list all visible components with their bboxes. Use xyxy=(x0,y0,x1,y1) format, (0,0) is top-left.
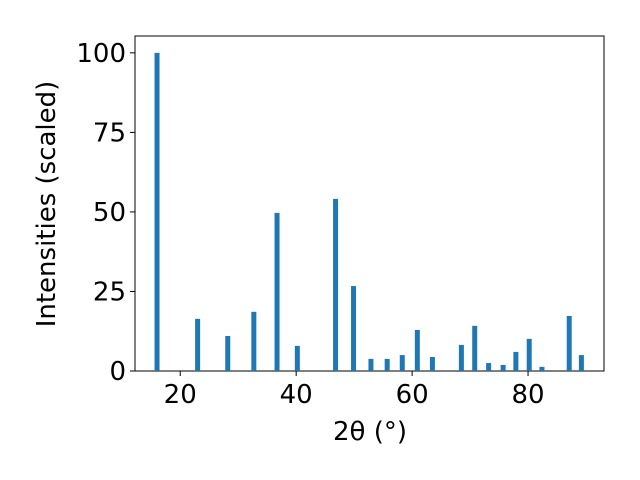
y-tick-label: 50 xyxy=(93,198,126,228)
bar xyxy=(384,358,390,371)
y-tick-label: 25 xyxy=(93,277,126,307)
bar xyxy=(154,52,160,371)
y-tick-label: 75 xyxy=(93,118,126,148)
bar xyxy=(414,329,420,371)
bar xyxy=(526,338,532,371)
y-tick-label: 0 xyxy=(109,357,126,387)
bar xyxy=(294,345,300,371)
bar xyxy=(399,355,405,371)
bar xyxy=(274,212,280,371)
x-tick-label: 60 xyxy=(396,380,429,410)
bar xyxy=(351,286,357,371)
bar xyxy=(500,364,506,371)
bar xyxy=(251,311,257,371)
x-tick-label: 40 xyxy=(280,380,313,410)
bar xyxy=(539,366,545,371)
bar xyxy=(458,344,464,371)
bar xyxy=(368,358,374,371)
bar xyxy=(333,198,339,371)
bar xyxy=(195,318,201,371)
bar xyxy=(578,355,584,371)
x-tick-label: 80 xyxy=(512,380,545,410)
plot-frame xyxy=(134,35,605,372)
bar xyxy=(486,363,492,371)
bar xyxy=(225,336,231,371)
bar xyxy=(472,325,478,371)
x-tick-label: 20 xyxy=(164,380,197,410)
bar xyxy=(429,357,435,371)
x-axis-label: 2θ (°) xyxy=(333,417,407,447)
y-tick-label: 100 xyxy=(76,39,126,69)
bar xyxy=(566,315,572,371)
y-axis-label: Intensities (scaled) xyxy=(32,81,62,328)
bar xyxy=(513,351,519,371)
